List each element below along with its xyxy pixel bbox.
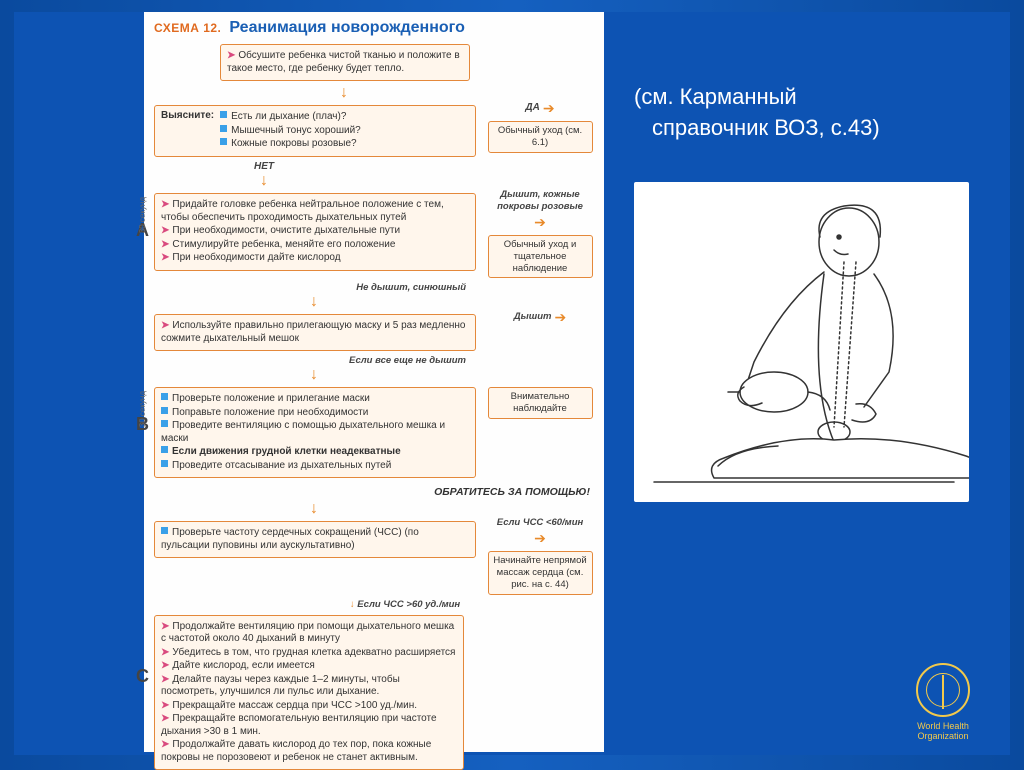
assess-row: Выясните: Есть ли дыхание (плач)? Мышечн…	[154, 101, 596, 161]
arrow-down-icon	[254, 173, 274, 189]
c-item: Продолжайте давать кислород до тех пор, …	[161, 739, 431, 763]
section-a: A 30 секунд ➤Придайте головке ребенка не…	[154, 189, 596, 282]
a-item: Стимулируйте ребенка, меняйте его положе…	[172, 239, 395, 250]
arrow-down-icon	[304, 501, 324, 517]
b2-item: Поправьте положение при необходимости	[172, 407, 368, 418]
caption-line2: справочник ВОЗ, с.43)	[634, 113, 994, 144]
step1-text: Обсушите ребенка чистой тканью и положит…	[227, 50, 460, 74]
hr-ok: ↓ Если ЧСС >60 уд./мин	[214, 599, 596, 611]
assess-item: Есть ли дыхание (плач)?	[231, 111, 346, 122]
illustration	[634, 182, 969, 502]
b2-item: Проведите отсасывание из дыхательных пут…	[172, 460, 391, 471]
b1-side-label: Дышит	[514, 311, 552, 323]
hr-check: Проверьте частоту сердечных сокращений (…	[161, 527, 419, 551]
a-item: При необходимости, очистите дыхательные …	[172, 225, 400, 236]
section-c: C ➤Продолжайте вентиляцию при помощи дых…	[154, 615, 596, 770]
flow: ➤Обсушите ребенка чистой тканью и положи…	[154, 44, 596, 770]
c-item: Продолжайте вентиляцию при помощи дыхате…	[161, 621, 454, 645]
b2-item: Проверьте положение и прилегание маски	[172, 393, 370, 404]
c-item: Прекращайте вспомогательную вентиляцию п…	[161, 713, 437, 737]
arrow-down-icon	[304, 367, 324, 383]
step1-box: ➤Обсушите ребенка чистой тканью и положи…	[220, 44, 470, 81]
a-item: Придайте головке ребенка нейтральное пол…	[161, 199, 444, 223]
arrow-right-icon	[534, 215, 546, 229]
a-item: При необходимости дайте кислород	[172, 252, 340, 263]
section-b-timer: 30 секунд	[138, 391, 148, 427]
b2-box: Проверьте положение и прилегание маски П…	[154, 387, 476, 478]
assess-label: Выясните:	[161, 110, 214, 152]
section-c-letter: C	[136, 665, 149, 688]
b2-item-bold: Если движения грудной клетки неадекватны…	[172, 446, 401, 457]
b1-item: Используйте правильно прилегающую маску …	[161, 320, 466, 344]
c-item: Делайте паузы через каждые 1–2 минуты, ч…	[161, 674, 400, 698]
cpr-box: Начинайте непрямой массаж сердца (см. ри…	[488, 551, 593, 595]
flowchart-panel: СХЕМА 12. Реанимация новорожденного ➤Обс…	[144, 12, 604, 752]
hr-box: Проверьте частоту сердечных сокращений (…	[154, 521, 476, 558]
arrow-right-icon	[543, 101, 555, 115]
assess-item: Кожные покровы розовые?	[231, 138, 356, 149]
b-side-box: Внимательно наблюдайте	[488, 387, 593, 419]
hr-row: Проверьте частоту сердечных сокращений (…	[154, 517, 596, 599]
bag-mask-illustration	[634, 182, 969, 502]
help-label: ОБРАТИТЕСЬ ЗА ПОМОЩЬЮ!	[154, 486, 590, 499]
a-side-box: Обычный уход и тщательное наблюдение	[488, 235, 593, 279]
slide: (см. Карманный справочник ВОЗ, с.43)	[14, 12, 1010, 755]
arrow-down-icon	[334, 85, 354, 101]
a-side-label: Дышит, кожные покровы розовые	[484, 189, 596, 213]
who-label: World Health Organization	[898, 721, 988, 741]
chart-title: Реанимация новорожденного	[229, 18, 464, 38]
c-item: Убедитесь в том, что грудная клетка адек…	[172, 647, 455, 658]
arrow-right-icon	[534, 531, 546, 545]
section-b1: ➤Используйте правильно прилегающую маску…	[154, 310, 596, 355]
assess-box: Выясните: Есть ли дыхание (плач)? Мышечн…	[154, 105, 476, 157]
c-box: ➤Продолжайте вентиляцию при помощи дыхат…	[154, 615, 464, 770]
caption: (см. Карманный справочник ВОЗ, с.43)	[634, 82, 994, 144]
b2-item: Проведите вентиляцию с помощью дыхательн…	[161, 420, 445, 444]
scheme-number: СХЕМА 12.	[154, 21, 221, 36]
who-emblem-icon	[916, 663, 970, 717]
no-label: НЕТ	[254, 161, 596, 174]
arrow-down-icon	[304, 294, 324, 310]
section-a-timer: 30 секунд	[138, 197, 148, 233]
assess-item: Мышечный тонус хороший?	[231, 125, 361, 136]
who-logo: World Health Organization	[898, 663, 988, 741]
section-a-box: ➤Придайте головке ребенка нейтральное по…	[154, 193, 476, 271]
hr-low: Если ЧСС <60/мин	[497, 517, 584, 529]
b1-box: ➤Используйте правильно прилегающую маску…	[154, 314, 476, 351]
caption-line1: (см. Карманный	[634, 82, 994, 113]
c-item: Дайте кислород, если имеется	[172, 660, 314, 671]
section-b2: B 30 секунд Проверьте положение и прилег…	[154, 383, 596, 482]
arrow-right-icon	[554, 310, 566, 324]
chart-header: СХЕМА 12. Реанимация новорожденного	[154, 18, 596, 38]
routine-care-box: Обычный уход (см. 6.1)	[488, 121, 593, 153]
yes-label: ДА	[525, 102, 539, 115]
c-item: Прекращайте массаж сердца при ЧСС >100 у…	[172, 700, 417, 711]
